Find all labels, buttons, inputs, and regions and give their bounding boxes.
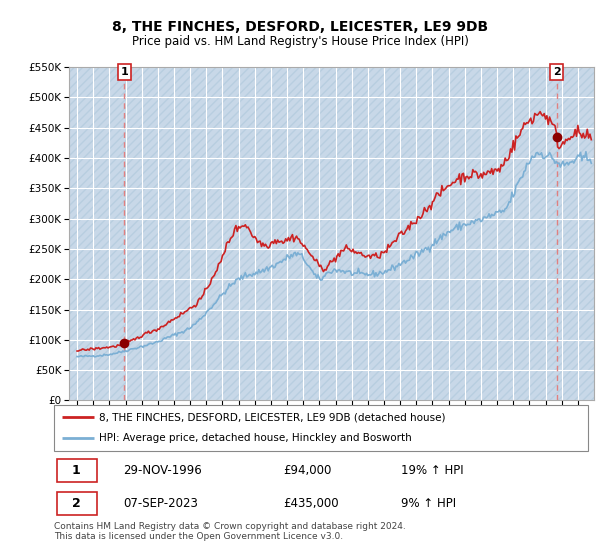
Text: 1: 1 [72, 464, 81, 477]
FancyBboxPatch shape [56, 492, 97, 515]
Text: Contains HM Land Registry data © Crown copyright and database right 2024.
This d: Contains HM Land Registry data © Crown c… [54, 522, 406, 542]
Text: HPI: Average price, detached house, Hinckley and Bosworth: HPI: Average price, detached house, Hinc… [100, 433, 412, 444]
Text: Price paid vs. HM Land Registry's House Price Index (HPI): Price paid vs. HM Land Registry's House … [131, 35, 469, 48]
Text: 29-NOV-1996: 29-NOV-1996 [124, 464, 202, 477]
Text: 2: 2 [553, 67, 560, 77]
Text: £94,000: £94,000 [284, 464, 332, 477]
Text: 9% ↑ HPI: 9% ↑ HPI [401, 497, 456, 510]
Text: 8, THE FINCHES, DESFORD, LEICESTER, LE9 9DB (detached house): 8, THE FINCHES, DESFORD, LEICESTER, LE9 … [100, 412, 446, 422]
Text: 19% ↑ HPI: 19% ↑ HPI [401, 464, 464, 477]
Text: £435,000: £435,000 [284, 497, 339, 510]
Text: 2: 2 [72, 497, 81, 510]
FancyBboxPatch shape [56, 459, 97, 482]
Text: 07-SEP-2023: 07-SEP-2023 [124, 497, 198, 510]
Text: 1: 1 [121, 67, 128, 77]
Text: 8, THE FINCHES, DESFORD, LEICESTER, LE9 9DB: 8, THE FINCHES, DESFORD, LEICESTER, LE9 … [112, 20, 488, 34]
FancyBboxPatch shape [54, 405, 588, 451]
